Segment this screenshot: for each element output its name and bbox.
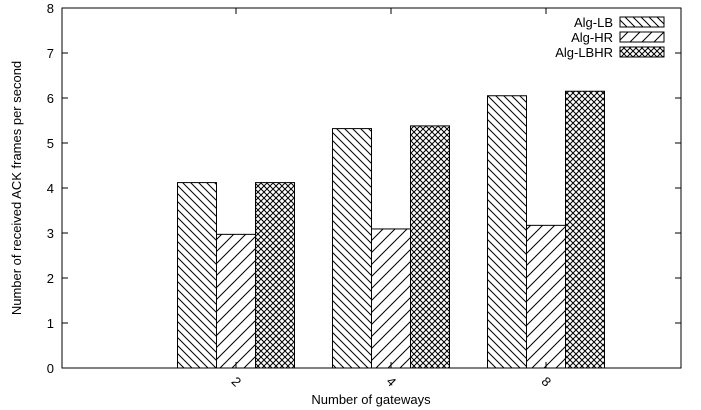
y-tick-label: 3 — [47, 226, 54, 241]
x-axis-title: Number of gateways — [311, 392, 431, 407]
bar-alg-lb-4 — [332, 128, 372, 369]
x-tick-label: 4 — [383, 374, 399, 390]
y-axis-title: Number of received ACK frames per second — [9, 61, 24, 315]
y-tick-label: 8 — [47, 1, 54, 16]
legend-label: Alg-HR — [571, 30, 613, 45]
x-tick-label: 2 — [228, 374, 244, 390]
x-tick-label: 8 — [538, 374, 554, 390]
bar-alg-hr-2 — [216, 233, 256, 369]
bar-alg-lb-8 — [487, 95, 527, 369]
bars — [177, 90, 605, 369]
y-tick-label: 6 — [47, 91, 54, 106]
bar-alg-lb-2 — [177, 182, 217, 369]
y-tick-label: 1 — [47, 316, 54, 331]
y-tick-label: 0 — [47, 361, 54, 376]
bar-alg-lbhr-8 — [565, 90, 605, 369]
bar-alg-lbhr-2 — [255, 182, 295, 369]
bar-alg-hr-8 — [526, 224, 566, 369]
y-tick-label: 7 — [47, 46, 54, 61]
y-tick-label: 4 — [47, 181, 54, 196]
y-axis-ticks: 0 1 2 3 4 5 6 7 8 — [47, 1, 681, 376]
y-tick-label: 5 — [47, 136, 54, 151]
legend-swatch-alg-lbhr — [619, 46, 665, 58]
bar-alg-hr-4 — [371, 228, 411, 369]
legend-swatch-alg-lb — [619, 16, 665, 28]
legend-label: Alg-LB — [574, 15, 613, 30]
bar-alg-lbhr-4 — [410, 125, 450, 369]
legend-swatch-alg-hr — [619, 31, 665, 43]
legend-label: Alg-LBHR — [555, 45, 613, 60]
y-tick-label: 2 — [47, 271, 54, 286]
